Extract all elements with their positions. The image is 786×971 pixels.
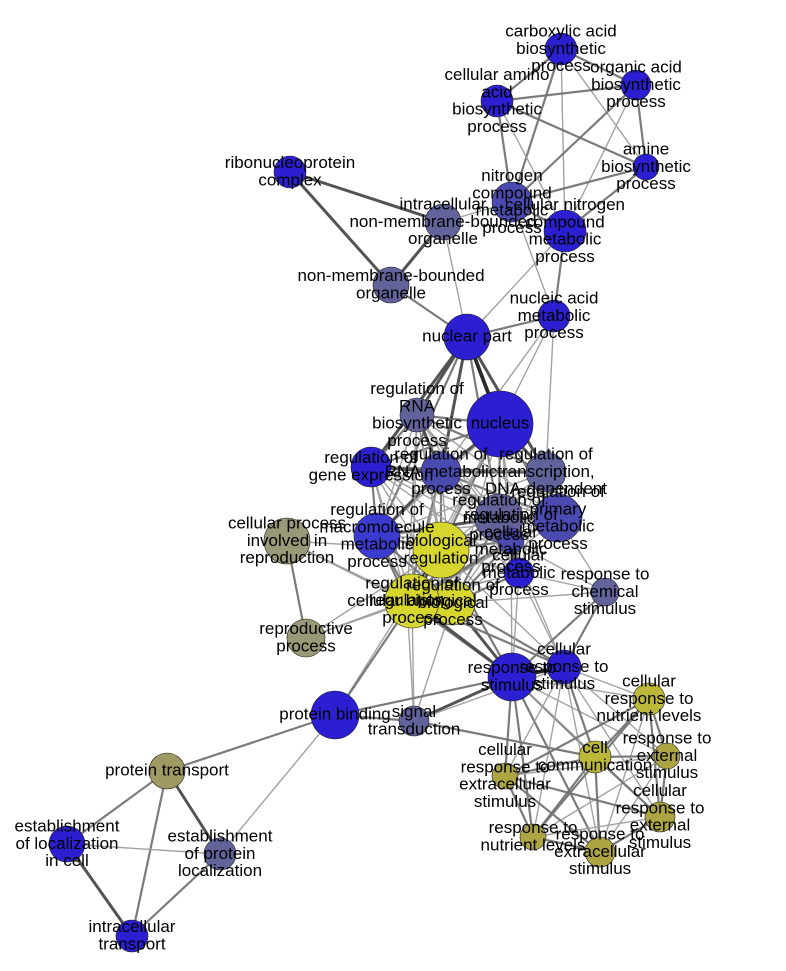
svg-text:stimulus: stimulus bbox=[574, 599, 636, 618]
svg-text:stimulus: stimulus bbox=[474, 792, 536, 811]
svg-text:response to: response to bbox=[556, 824, 645, 843]
svg-text:complex: complex bbox=[258, 170, 322, 189]
svg-text:biosynthetic: biosynthetic bbox=[591, 75, 681, 94]
svg-text:reproductive: reproductive bbox=[259, 619, 353, 638]
svg-text:cell: cell bbox=[582, 738, 608, 757]
svg-text:cellular: cellular bbox=[492, 545, 546, 564]
svg-text:biosynthetic: biosynthetic bbox=[372, 414, 462, 433]
svg-text:metabolic: metabolic bbox=[518, 306, 591, 325]
svg-text:nucleus: nucleus bbox=[471, 413, 530, 432]
svg-text:regulation of: regulation of bbox=[365, 573, 459, 592]
svg-text:biological: biological bbox=[406, 531, 477, 550]
svg-text:cellular biological: cellular biological bbox=[347, 591, 476, 610]
svg-text:signal: signal bbox=[392, 702, 436, 721]
svg-text:cellular: cellular bbox=[478, 740, 532, 759]
svg-text:regulation of: regulation of bbox=[394, 444, 488, 463]
svg-text:process: process bbox=[489, 580, 549, 599]
svg-text:transport: transport bbox=[98, 934, 165, 953]
svg-text:cellular: cellular bbox=[622, 671, 676, 690]
svg-text:regulation of: regulation of bbox=[499, 444, 593, 463]
svg-text:amine: amine bbox=[623, 139, 669, 158]
svg-text:regulation: regulation bbox=[404, 548, 479, 567]
svg-text:response to: response to bbox=[616, 798, 705, 817]
svg-text:response to: response to bbox=[605, 689, 694, 708]
svg-text:process: process bbox=[606, 92, 666, 111]
svg-text:cellular: cellular bbox=[484, 522, 538, 541]
svg-text:nitrogen: nitrogen bbox=[481, 166, 542, 185]
svg-text:reproduction: reproduction bbox=[240, 548, 335, 567]
svg-text:process: process bbox=[276, 636, 336, 655]
svg-text:communication: communication bbox=[538, 755, 652, 774]
svg-text:regulation of: regulation of bbox=[370, 379, 464, 398]
svg-text:organic acid: organic acid bbox=[590, 57, 682, 76]
svg-text:nutrient levels: nutrient levels bbox=[597, 706, 702, 725]
svg-text:transduction: transduction bbox=[368, 719, 461, 738]
svg-text:involved in: involved in bbox=[247, 531, 327, 550]
svg-text:acid: acid bbox=[481, 82, 512, 101]
svg-text:non-membrane-bounded: non-membrane-bounded bbox=[349, 212, 536, 231]
svg-text:RNA metabolic: RNA metabolic bbox=[385, 462, 498, 481]
svg-text:process: process bbox=[535, 247, 595, 266]
svg-text:intracellular: intracellular bbox=[89, 917, 176, 936]
svg-text:establishment: establishment bbox=[15, 816, 120, 835]
svg-text:intracellular: intracellular bbox=[400, 194, 487, 213]
svg-text:RNA: RNA bbox=[399, 396, 436, 415]
svg-text:cellular: cellular bbox=[537, 639, 591, 658]
svg-text:ribonucleoprotein: ribonucleoprotein bbox=[225, 153, 355, 172]
svg-text:transcription,: transcription, bbox=[497, 462, 594, 481]
svg-text:chemical: chemical bbox=[571, 582, 638, 601]
svg-text:non-membrane-bounded: non-membrane-bounded bbox=[297, 266, 484, 285]
svg-text:nucleic acid: nucleic acid bbox=[510, 288, 599, 307]
svg-text:stimulus: stimulus bbox=[533, 674, 595, 693]
svg-text:response to: response to bbox=[461, 757, 550, 776]
svg-text:process: process bbox=[616, 174, 676, 193]
svg-text:metabolic: metabolic bbox=[483, 563, 556, 582]
svg-text:organelle: organelle bbox=[408, 229, 478, 248]
svg-text:localization: localization bbox=[178, 861, 262, 880]
svg-text:of localization: of localization bbox=[15, 834, 118, 853]
svg-text:regulation of: regulation of bbox=[511, 482, 605, 501]
svg-text:of protein: of protein bbox=[185, 844, 256, 863]
svg-text:process: process bbox=[347, 552, 407, 571]
svg-text:biosynthetic: biosynthetic bbox=[452, 100, 542, 119]
svg-text:cellular: cellular bbox=[633, 781, 687, 800]
svg-text:in cell: in cell bbox=[45, 851, 88, 870]
svg-text:regulation of: regulation of bbox=[464, 505, 558, 524]
svg-text:cellular amino: cellular amino bbox=[445, 65, 550, 84]
svg-text:extracellular: extracellular bbox=[459, 775, 551, 794]
svg-text:process: process bbox=[467, 117, 527, 136]
svg-text:process: process bbox=[382, 608, 442, 627]
svg-text:protein transport: protein transport bbox=[105, 760, 229, 779]
svg-text:metabolic: metabolic bbox=[529, 230, 602, 249]
svg-text:biosynthetic: biosynthetic bbox=[516, 39, 606, 58]
svg-text:compound: compound bbox=[525, 212, 604, 231]
svg-text:stimulus: stimulus bbox=[569, 859, 631, 878]
svg-text:response to: response to bbox=[561, 564, 650, 583]
svg-text:cellular nitrogen: cellular nitrogen bbox=[505, 195, 625, 214]
svg-text:extracellular: extracellular bbox=[554, 842, 646, 861]
svg-text:response to: response to bbox=[623, 728, 712, 747]
svg-text:cellular process: cellular process bbox=[228, 513, 346, 532]
svg-text:nuclear part: nuclear part bbox=[422, 326, 512, 345]
svg-text:biosynthetic: biosynthetic bbox=[601, 157, 691, 176]
svg-text:carboxylic acid: carboxylic acid bbox=[505, 21, 617, 40]
svg-text:establishment: establishment bbox=[168, 826, 273, 845]
svg-text:organelle: organelle bbox=[356, 283, 426, 302]
svg-text:process: process bbox=[524, 323, 584, 342]
svg-text:response to: response to bbox=[520, 657, 609, 676]
